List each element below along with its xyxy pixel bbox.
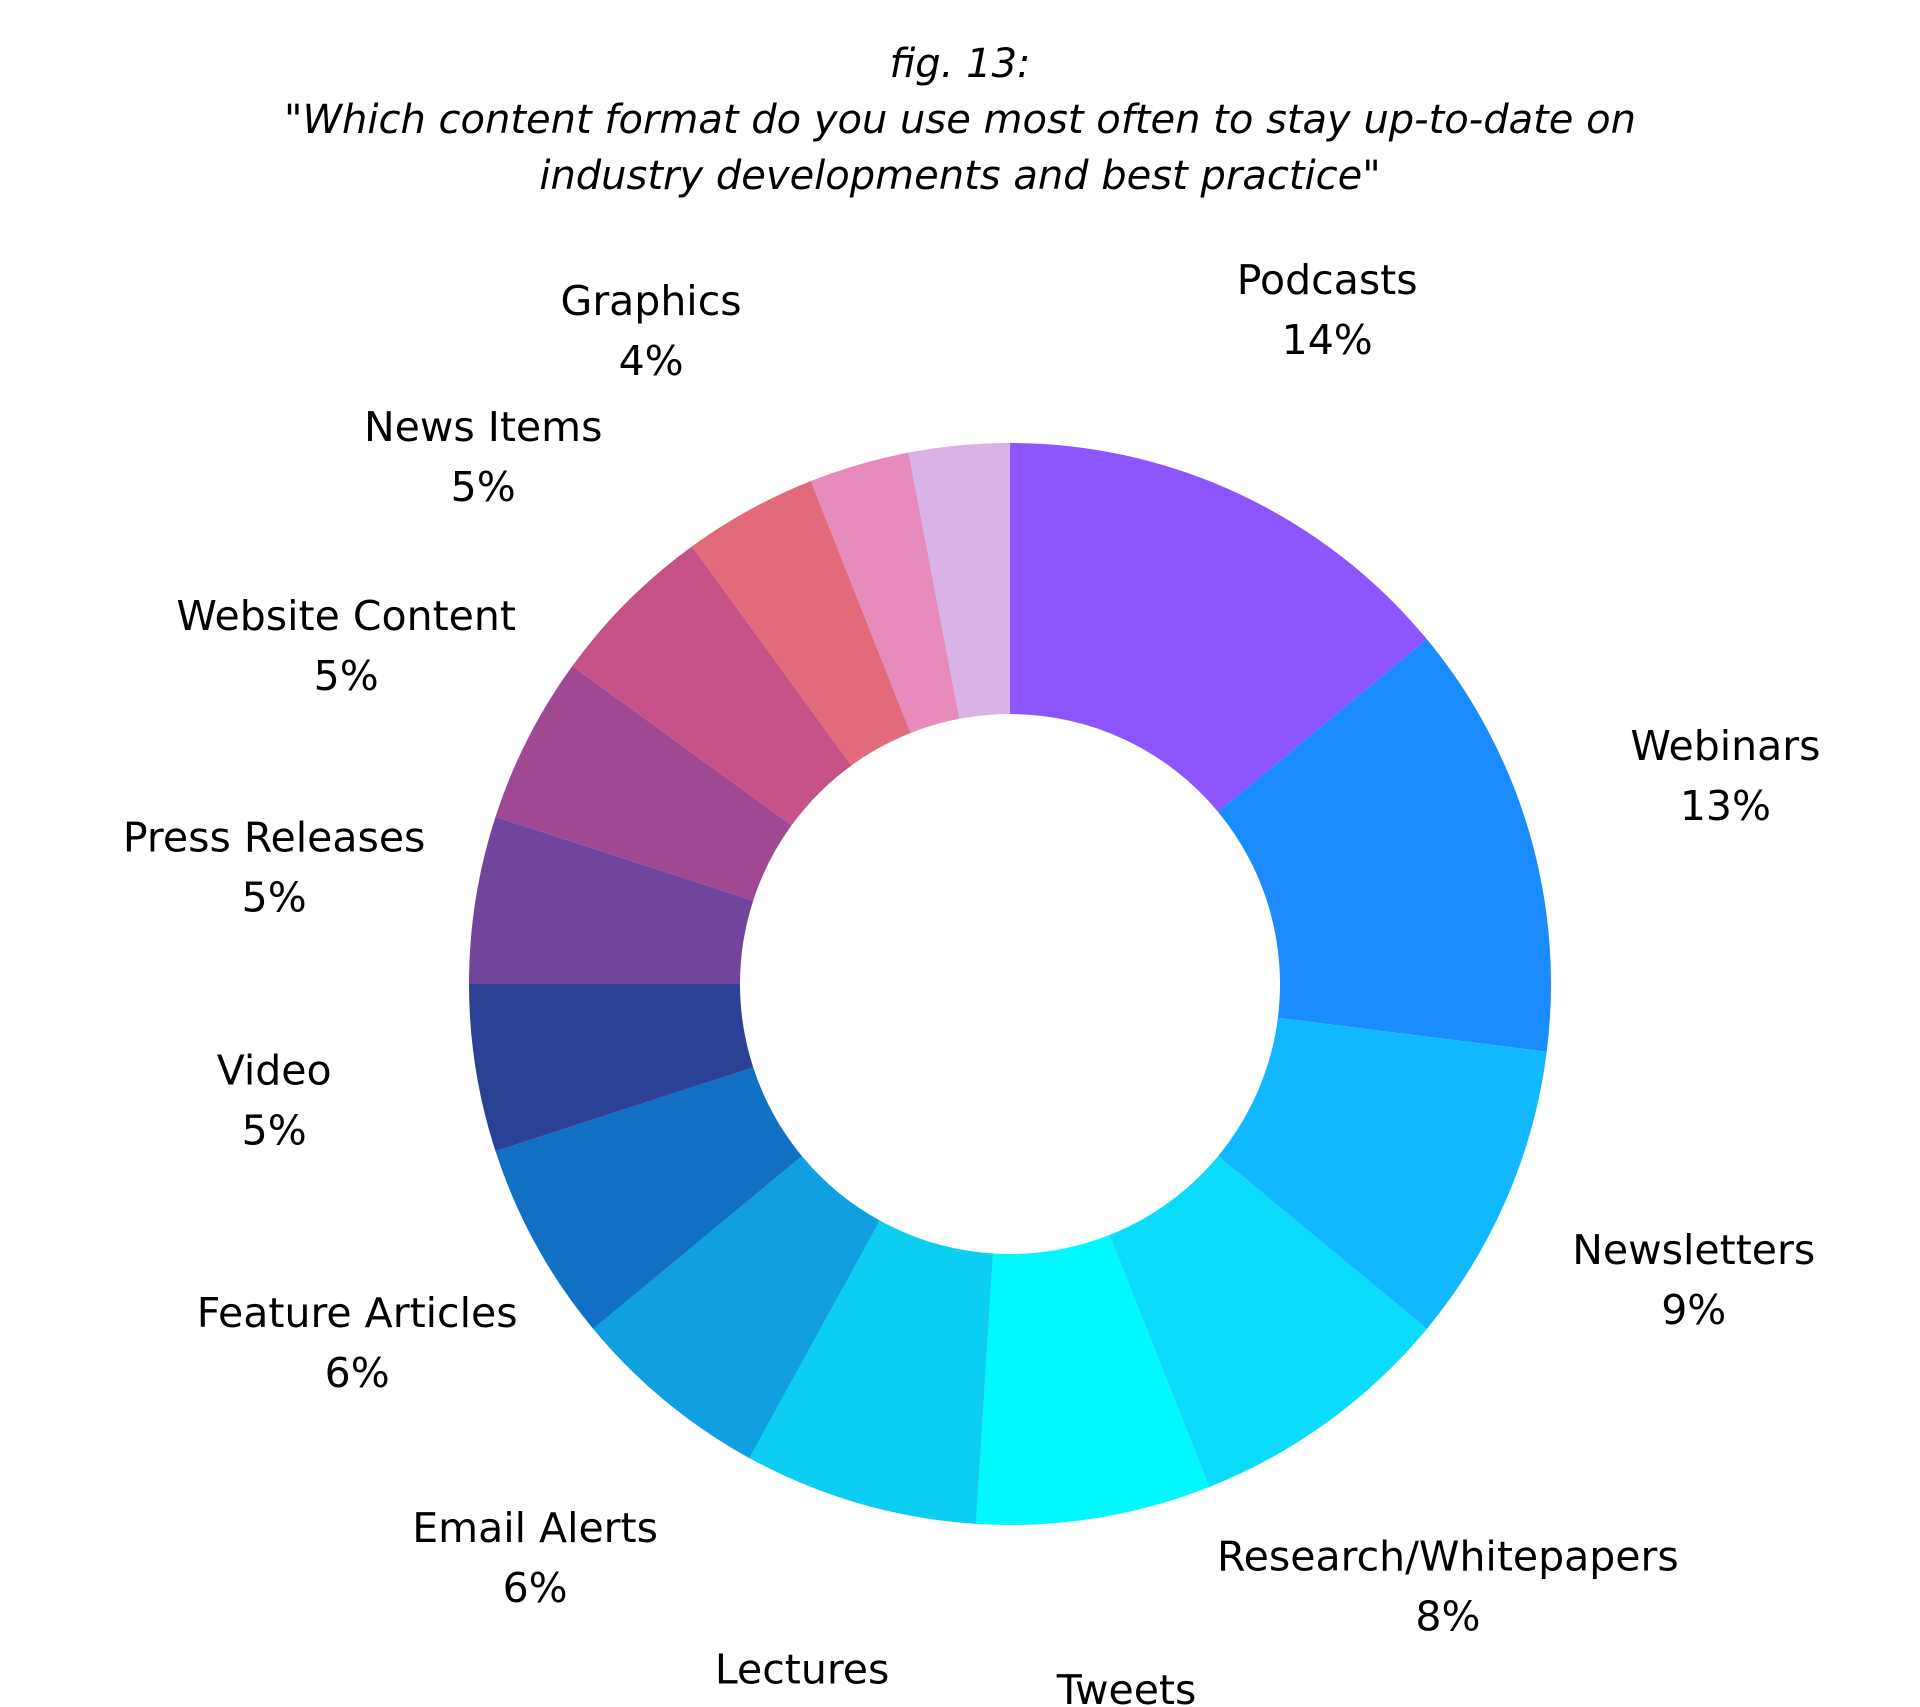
donut-slices [469,443,1551,1526]
slice-label-graphics: Graphics [561,277,742,325]
slice-value-feature-articles: 6% [325,1349,390,1397]
slice-label-podcasts: Podcasts [1237,256,1418,304]
slice-website-content [495,666,792,901]
slice-label-news-items: News Items [364,403,603,451]
slice-label-email-alerts: Email Alerts [412,1504,658,1552]
chart-title-line-2: "Which content format do you use most of… [284,97,1636,143]
slice-webinars [1218,639,1551,1052]
slice-label-webinars: Webinars [1630,722,1820,770]
slice-research-whitepapers [1109,1156,1427,1488]
slice-unlabeled-14 [810,452,960,733]
slice-news-items [572,546,852,826]
slice-value-research-whitepapers: 8% [1415,1593,1480,1641]
slice-newsletters [1218,1017,1547,1329]
slice-unlabeled-15 [908,443,1010,719]
chart-title: fig. 13: "Which content format do you us… [0,36,1920,204]
slice-email-alerts [593,1156,880,1459]
slice-lectures [749,1220,994,1524]
chart-title-line-1: fig. 13: [889,41,1031,87]
slice-label-lectures: Lectures [715,1645,890,1693]
slice-label-tweets: Tweets [1056,1666,1197,1707]
slice-label-website-content: Website Content [176,592,516,640]
slice-graphics [692,480,911,766]
slice-label-research-whitepapers: Research/Whitepapers [1217,1533,1679,1581]
chart-title-line-3: industry developments and best practice" [539,153,1381,199]
slice-podcasts [1010,443,1427,812]
slice-video [469,984,754,1152]
slice-value-press-releases: 5% [242,873,307,921]
slice-feature-articles [495,1067,802,1329]
slice-value-webinars: 13% [1680,782,1771,830]
slice-tweets [976,1235,1210,1526]
slice-label-newsletters: Newsletters [1572,1226,1815,1274]
slice-label-feature-articles: Feature Articles [197,1289,518,1337]
slice-value-graphics: 4% [619,337,684,385]
slice-label-press-releases: Press Releases [123,813,426,861]
slice-press-releases [469,816,754,984]
slice-value-website-content: 5% [314,652,379,700]
slice-value-email-alerts: 6% [503,1564,568,1612]
slice-value-video: 5% [242,1107,307,1155]
slice-value-podcasts: 14% [1282,316,1373,364]
slice-labels: Podcasts 14% Webinars 13% Newsletters 9% Resea… [123,256,1821,1707]
slice-value-newsletters: 9% [1661,1286,1726,1334]
slice-value-news-items: 5% [451,463,516,511]
slice-value-lectures: 7% [770,1705,835,1707]
slice-label-video: Video [217,1047,332,1095]
